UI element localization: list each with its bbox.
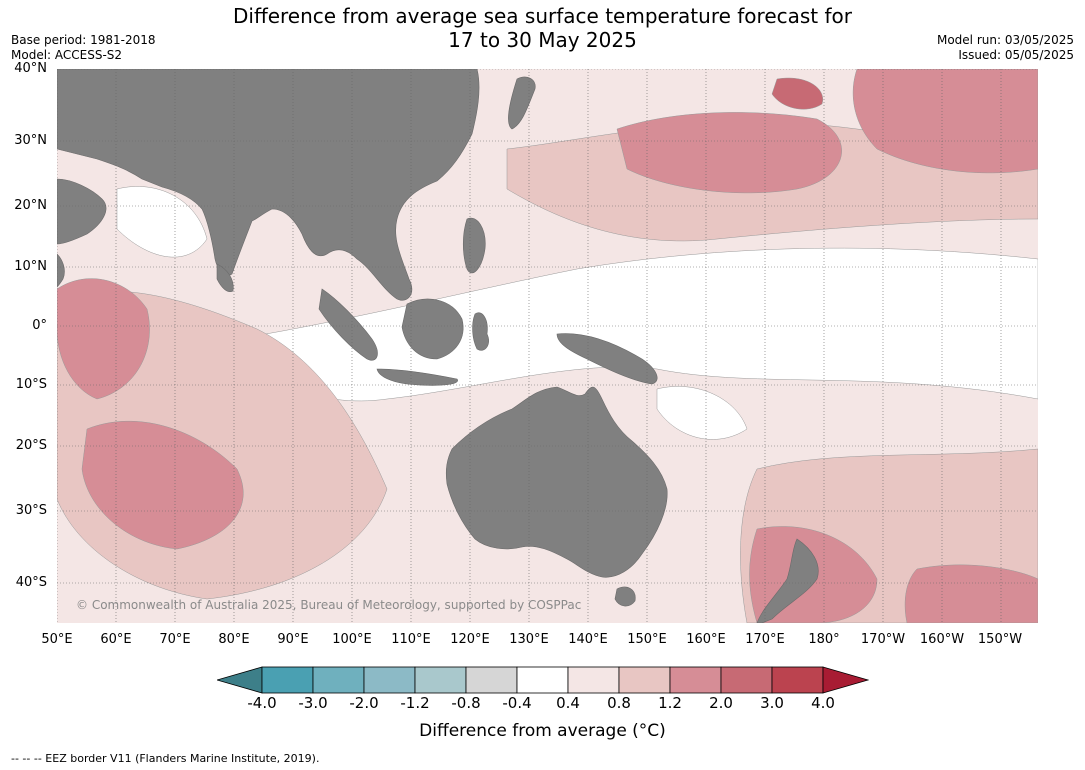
meridians (57, 69, 1002, 623)
colorbar-tick-label: -0.8 (451, 694, 481, 712)
issued-text: Issued: 05/05/2025 (958, 48, 1074, 62)
land-australia (445, 386, 668, 578)
land-sumatra (318, 288, 378, 361)
meta-left: Base period: 1981-2018 Model: ACCESS-S2 (11, 33, 156, 63)
land-japan (508, 76, 536, 130)
eez-footnote: -- -- -- EEZ border V11 (Flanders Marine… (11, 752, 320, 765)
copyright-text: © Commonwealth of Australia 2025, Bureau… (76, 598, 582, 612)
anomaly-fill (57, 69, 1038, 623)
colorbar-segment (363, 666, 416, 694)
colorbar-title: Difference from average (°C) (419, 721, 666, 741)
land-africa-horn (57, 253, 65, 288)
colorbar-tick-label: -4.0 (247, 694, 277, 712)
land-india-south (216, 263, 234, 292)
colorbar-segment (669, 666, 722, 694)
land-java (376, 368, 458, 386)
lon-label: 180° (808, 632, 840, 647)
colorbar-segment (771, 666, 824, 694)
lon-label: 120°E (450, 632, 490, 647)
colorbar-arrow-right (822, 666, 869, 694)
lon-label: 170°W (860, 632, 906, 647)
anomaly-warm-se (904, 564, 1038, 623)
colorbar-tick-label: 3.0 (760, 694, 784, 712)
title-line-1: Difference from average sea surface temp… (232, 4, 852, 28)
colorbar-segment (567, 666, 620, 694)
lon-label: 150°W (977, 632, 1023, 647)
lon-label: 150°E (627, 632, 667, 647)
sst-anomaly-map (57, 69, 1038, 623)
base-period-text: Base period: 1981-2018 (11, 33, 156, 47)
anomaly-near-zero-band (236, 247, 1038, 402)
colorbar-tick-label: 1.2 (658, 694, 682, 712)
colorbar-arrow-left (217, 666, 263, 694)
title-line-2: 17 to 30 May 2025 (448, 28, 637, 52)
colorbar-tick-label: -0.4 (502, 694, 532, 712)
map-title: Difference from average sea surface temp… (0, 4, 1085, 52)
colorbar-tick-label: 0.4 (556, 694, 580, 712)
lon-label: 110°E (391, 632, 431, 647)
colorbar-segment (720, 666, 773, 694)
anomaly-warm-ne (852, 69, 1038, 174)
lon-label: 160°E (686, 632, 726, 647)
lon-label: 170°E (745, 632, 785, 647)
map-canvas (57, 69, 1038, 623)
colorbar-tick-label: 2.0 (709, 694, 733, 712)
lat-label: 20°N (14, 198, 47, 213)
land-tasmania (614, 586, 636, 607)
land-sulawesi (472, 312, 489, 351)
colorbar-tick-label: -1.2 (400, 694, 430, 712)
land-new-zealand (756, 538, 819, 623)
model-run-text: Model run: 03/05/2025 (936, 33, 1074, 47)
anomaly-near-zero-south (656, 386, 748, 440)
lat-label: 0° (32, 318, 47, 333)
lon-label: 90°E (277, 632, 309, 647)
colorbar-segment (414, 666, 467, 694)
land-borneo (401, 298, 464, 360)
lat-label: 40°S (15, 575, 47, 590)
lon-label: 160°W (919, 632, 965, 647)
land-arabia (57, 178, 107, 245)
anomaly-warm-nw (57, 278, 150, 400)
lon-label: 140°E (568, 632, 608, 647)
anomaly-strong-patch (771, 77, 824, 110)
colorbar-segment (516, 666, 569, 694)
lat-label: 20°S (15, 438, 47, 453)
lat-label: 10°S (15, 377, 47, 392)
colorbar-segment (261, 666, 314, 694)
lon-label: 50°E (41, 632, 73, 647)
anomaly-near-zero-west (116, 186, 208, 258)
colorbar-segment (465, 666, 518, 694)
lat-label: 30°S (15, 503, 47, 518)
land-new-guinea (556, 333, 658, 385)
colorbar-tick-label: 4.0 (811, 694, 835, 712)
meta-right: Model run: 03/05/2025 Issued: 05/05/2025 (937, 33, 1074, 63)
lon-label: 100°E (332, 632, 372, 647)
lat-label: 30°N (14, 133, 47, 148)
lat-label: 40°N (14, 61, 47, 76)
colorbar (217, 666, 869, 694)
colorbar-segment (618, 666, 671, 694)
colorbar-tick-label: -3.0 (298, 694, 328, 712)
lon-label: 80°E (218, 632, 250, 647)
lat-label: 10°N (14, 259, 47, 274)
anomaly-warm-south (81, 420, 244, 550)
lon-label: 130°E (509, 632, 549, 647)
lon-label: 60°E (100, 632, 132, 647)
colorbar-segment (312, 666, 365, 694)
anomaly-warm-north-pacific (616, 112, 842, 194)
colorbar-tick-label: -2.0 (349, 694, 379, 712)
colorbar-segments (217, 666, 869, 694)
land-philippines (462, 217, 486, 274)
colorbar-tick-label: 0.8 (607, 694, 631, 712)
model-text: Model: ACCESS-S2 (11, 48, 123, 62)
land-asia (57, 69, 480, 301)
lon-label: 70°E (159, 632, 191, 647)
land (57, 69, 819, 623)
